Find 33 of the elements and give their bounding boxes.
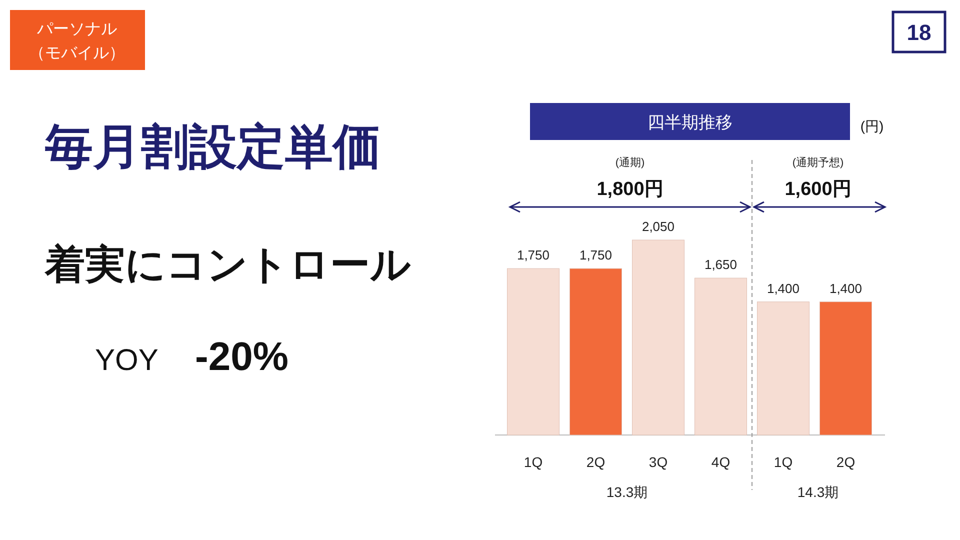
text: (通期) — [615, 156, 645, 169]
data-label: 1,750 — [516, 248, 550, 263]
text: (通期予想) — [792, 156, 844, 169]
text: (円) — [860, 118, 884, 134]
text: 14.3期 — [797, 484, 839, 500]
x-tick-label: 2Q — [836, 454, 856, 470]
text: （モバイル） — [29, 45, 125, 62]
x-tick-label: 2Q — [586, 454, 606, 470]
text: -20% — [195, 335, 288, 379]
text: 1,600円 — [784, 179, 852, 200]
text: 四半期推移 — [648, 113, 732, 132]
text: YOY — [95, 344, 158, 377]
data-label: 1,400 — [766, 280, 800, 296]
chart-subtitle: 着実にコントロール — [44, 242, 411, 287]
bar — [820, 302, 872, 436]
text: 1,800円 — [596, 179, 664, 200]
data-label: 1,650 — [704, 257, 738, 272]
text: 18 — [906, 20, 932, 45]
text: 13.3期 — [606, 484, 648, 500]
data-label: 2,050 — [642, 219, 675, 234]
x-tick-label: 1Q — [524, 454, 543, 470]
x-tick-label: 4Q — [711, 454, 730, 470]
bar — [632, 240, 684, 436]
bar — [570, 268, 622, 436]
x-tick-label: 1Q — [774, 454, 793, 470]
chart-title: 毎月割設定単価 — [44, 121, 381, 174]
bar — [507, 268, 560, 436]
data-label: 1,750 — [579, 248, 612, 263]
bar — [694, 278, 747, 436]
data-label: 1,400 — [829, 280, 862, 296]
x-tick-label: 3Q — [648, 454, 668, 470]
text: パーソナル — [36, 21, 117, 38]
bar — [757, 302, 810, 436]
